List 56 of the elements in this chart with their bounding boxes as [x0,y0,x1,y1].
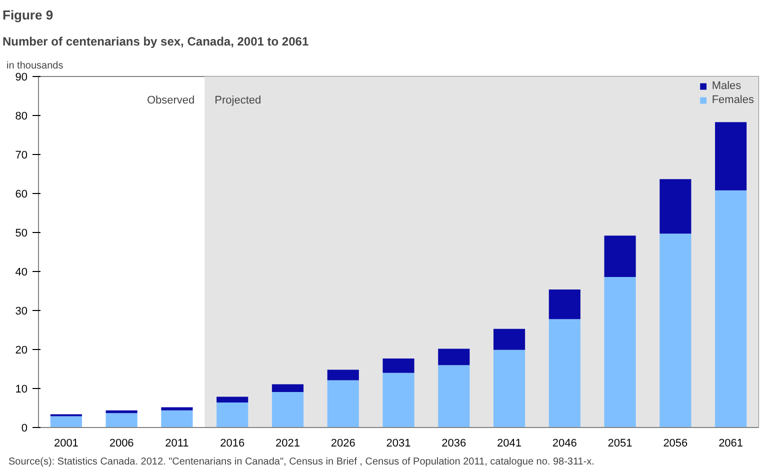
x-tick-label: 2016 [220,438,245,450]
y-tick-label: 70 [15,150,28,162]
y-tick-label: 10 [15,384,28,396]
x-tick-label: 2051 [608,438,632,450]
bar [493,328,526,350]
x-tick-label: 2031 [386,438,411,450]
bar [493,350,526,428]
bar [216,402,248,428]
annotation: Observed [146,94,195,106]
y-axis-title: in thousands [6,60,64,72]
x-tick-label: 2046 [552,438,577,450]
source-note: Source(s): Statistics Canada. 2012. "Centenarians in Canada", Census in Brief , Census of Population 2011, catalogue no. 98-311-x. [8,456,594,468]
y-tick-label: 50 [15,228,28,240]
bar [382,372,414,428]
x-tick-label: 2036 [442,438,466,450]
legend-label: Females [712,94,754,106]
bar [106,410,138,414]
bar [604,276,636,428]
bar [106,413,138,428]
x-tick-label: 2041 [497,438,522,450]
bar [548,319,580,428]
x-tick-label: 2056 [663,438,688,450]
y-tick-label: 60 [15,188,28,200]
bar [327,380,359,428]
x-tick-label: 2026 [330,438,356,450]
bar [548,289,580,320]
bar [161,410,193,428]
bar [272,392,304,428]
x-tick-label: 2001 [54,438,78,450]
x-tick-label: 2021 [275,438,300,450]
y-tick-label: 90 [15,72,28,84]
bar [327,370,359,380]
bar [604,236,636,277]
bar [272,384,304,392]
bar [382,358,414,373]
bar [50,416,82,428]
bar [660,234,692,428]
chart-subtitle: Number of centenarians by sex, Canada, 2001 to 2061 [2,34,309,48]
x-tick-label: 2011 [165,438,189,450]
chart-title: Figure 9 [2,8,54,22]
annotation: Projected [214,94,262,106]
y-tick-label: 20 [15,344,28,356]
y-tick-label: 30 [15,306,28,318]
bar [715,122,747,190]
bar [161,407,193,410]
bar [216,396,248,403]
bar [715,190,747,428]
x-tick-label: 2006 [109,438,134,450]
y-tick-label: 0 [21,422,28,434]
y-tick-label: 80 [15,110,28,122]
bar [660,179,692,234]
bar [438,365,470,428]
x-tick-label: 2061 [718,438,744,450]
legend-label: Males [712,80,742,92]
bar [438,348,470,366]
y-tick-label: 40 [15,266,28,278]
